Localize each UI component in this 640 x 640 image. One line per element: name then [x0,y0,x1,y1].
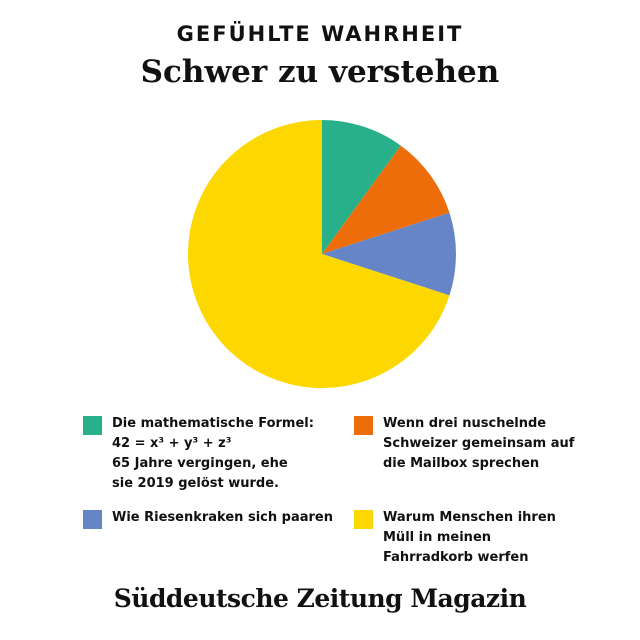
legend-kraken-line-1: Wie Riesenkraken sich paaren [112,510,333,525]
legend-item-trash: Warum Menschen ihren Müll in meinen Fahr… [354,508,556,568]
pie-slice-trash [188,119,450,388]
pie-slice-kraken [322,212,456,296]
legend-label-kraken: Wie Riesenkraken sich paaren [112,508,333,528]
legend-trash-line-1: Warum Menschen ihren [383,510,556,525]
legend-formula-line-1: Die mathematische Formel: [112,416,314,431]
pie-chart [188,119,456,388]
legend-label-formula: Die mathematische Formel: 42 = x³ + y³ +… [112,414,314,494]
legend-swatch-formula [83,416,102,435]
legend-item-kraken: Wie Riesenkraken sich paaren [83,508,333,529]
legend-label-trash: Warum Menschen ihren Müll in meinen Fahr… [383,508,556,568]
legend-swatch-swiss [354,416,373,435]
legend-trash-line-3: Fahrradkorb werfen [383,550,529,565]
legend-label-swiss: Wenn drei nuschelnde Schweizer gemeinsam… [383,414,574,474]
legend-swiss-line-1: Wenn drei nuschelnde [383,416,547,431]
legend-swiss-line-3: die Mailbox sprechen [383,456,540,471]
legend-swatch-trash [354,510,373,529]
legend-swatch-kraken [83,510,102,529]
legend-formula-line-4: sie 2019 gelöst wurde. [112,476,279,491]
legend-swiss-line-2: Schweizer gemeinsam auf [383,436,575,451]
legend-formula-line-2: 42 = x³ + y³ + z³ [112,436,232,451]
legend-item-swiss: Wenn drei nuschelnde Schweizer gemeinsam… [354,414,574,474]
legend-trash-line-2: Müll in meinen [383,530,492,545]
brand-logo: Süddeutsche Zeitung Magazin [113,584,527,613]
pie-slice-formula [322,120,401,254]
legend-item-formula: Die mathematische Formel: 42 = x³ + y³ +… [83,414,314,494]
kicker-heading: GEFÜHLTE WAHRHEIT [176,22,464,46]
chart-title: Schwer zu verstehen [140,54,500,90]
legend-formula-line-3: 65 Jahre vergingen, ehe [112,456,288,471]
pie-slice-swiss [322,145,450,254]
